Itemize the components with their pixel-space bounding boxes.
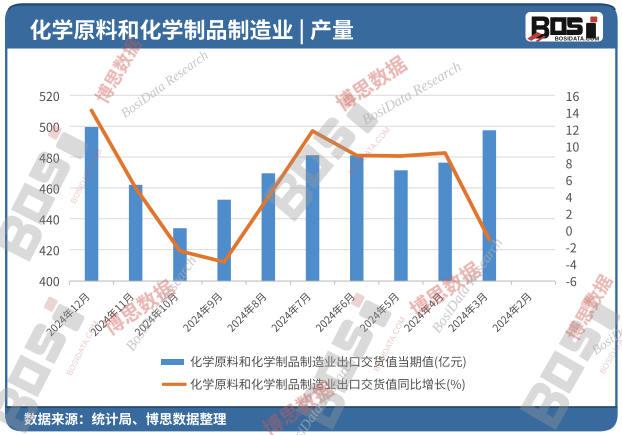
svg-text:BOSIDATA.COM: BOSIDATA.COM <box>555 37 600 43</box>
